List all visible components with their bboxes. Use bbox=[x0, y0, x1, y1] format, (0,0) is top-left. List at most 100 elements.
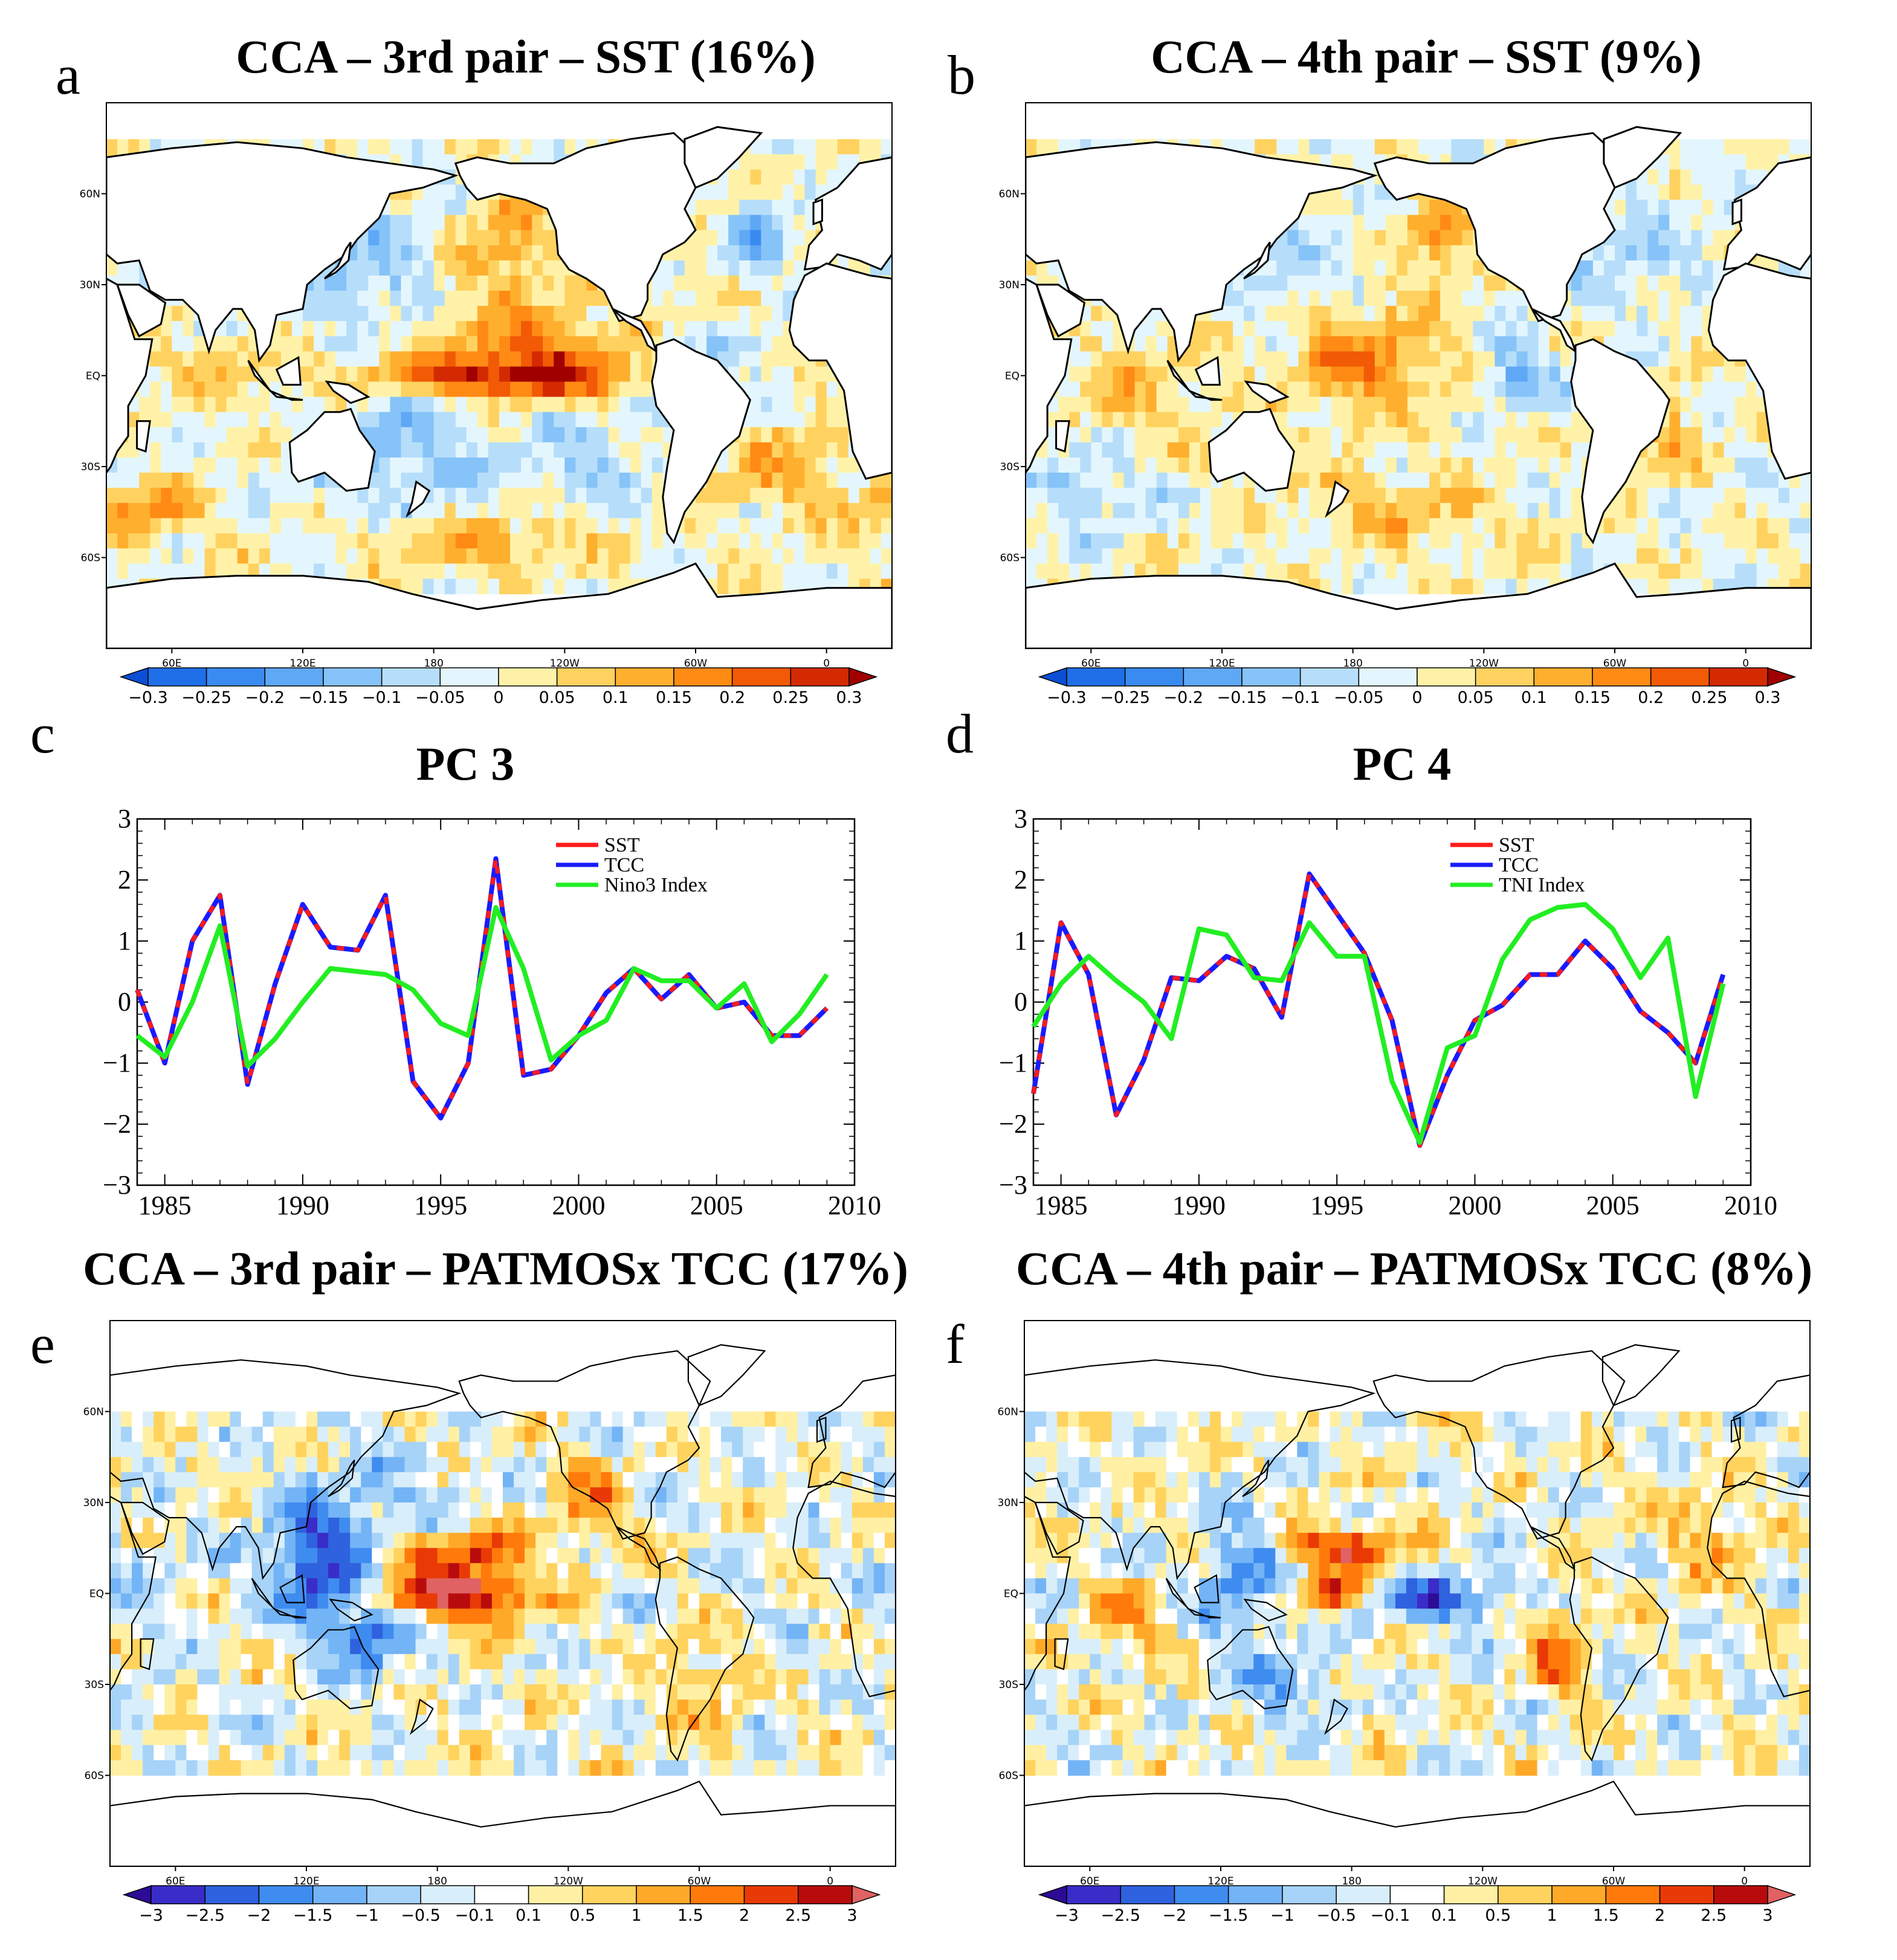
field-cell bbox=[1702, 291, 1714, 306]
field-cell bbox=[1298, 427, 1310, 443]
field-cell bbox=[455, 184, 467, 201]
field-cell bbox=[161, 366, 172, 383]
field-cell bbox=[1473, 336, 1484, 352]
field-cell bbox=[1538, 488, 1550, 503]
field-cell bbox=[1527, 488, 1539, 503]
field-cell bbox=[390, 427, 402, 443]
field-cell bbox=[433, 336, 445, 352]
colorbar-swatch bbox=[1124, 667, 1184, 687]
field-cell bbox=[433, 503, 445, 519]
field-cell bbox=[1538, 412, 1550, 428]
field-cell bbox=[444, 321, 456, 337]
field-cell bbox=[1418, 291, 1430, 306]
field-cell bbox=[1134, 442, 1146, 458]
field-cell bbox=[1462, 458, 1473, 473]
field-cell bbox=[783, 488, 795, 503]
field-cell bbox=[412, 260, 424, 276]
field-cell bbox=[761, 366, 772, 383]
field-cell bbox=[1091, 351, 1102, 367]
field-cell bbox=[728, 578, 740, 595]
field-cell bbox=[1691, 563, 1703, 580]
field-cell bbox=[499, 366, 511, 383]
field-cell bbox=[1113, 351, 1125, 367]
field-cell bbox=[346, 366, 358, 383]
field-cell bbox=[1320, 260, 1332, 276]
field-cell bbox=[1342, 260, 1354, 276]
field-cell bbox=[696, 275, 707, 291]
field-cell bbox=[1210, 336, 1223, 352]
field-cell bbox=[1462, 488, 1473, 503]
field-cell bbox=[1789, 548, 1801, 564]
field-cell bbox=[1145, 381, 1157, 398]
field-cell bbox=[873, 1502, 885, 1518]
field-cell bbox=[412, 336, 424, 352]
field-cell bbox=[1342, 473, 1354, 488]
field-cell bbox=[597, 412, 609, 428]
field-cell bbox=[161, 488, 172, 503]
field-cell bbox=[754, 1441, 765, 1458]
field-cell bbox=[1669, 291, 1681, 306]
field-cell bbox=[1374, 199, 1386, 216]
field-cell bbox=[1647, 199, 1659, 216]
field-cell bbox=[361, 1426, 372, 1443]
title-c: PC 3 bbox=[416, 737, 514, 790]
field-cell bbox=[1724, 533, 1736, 549]
field-cell bbox=[619, 503, 631, 519]
field-cell bbox=[1113, 442, 1125, 458]
field-cell bbox=[1560, 396, 1572, 413]
field-cell bbox=[1451, 139, 1462, 155]
field-cell bbox=[1669, 442, 1681, 458]
field-cell bbox=[161, 321, 172, 337]
field-cell bbox=[1036, 260, 1048, 276]
field-cell bbox=[1167, 442, 1179, 458]
field-cell bbox=[164, 1487, 176, 1503]
field-cell bbox=[554, 488, 565, 503]
field-cell bbox=[379, 306, 391, 322]
field-cell bbox=[412, 215, 424, 231]
field-cell bbox=[586, 578, 598, 595]
field-cell bbox=[183, 548, 195, 564]
field-cell bbox=[197, 1487, 209, 1503]
field-cell bbox=[455, 366, 467, 383]
field-cell bbox=[612, 1441, 624, 1458]
field-cell bbox=[230, 1518, 242, 1533]
continent-outline bbox=[1707, 262, 1811, 480]
field-cell bbox=[1440, 306, 1452, 322]
field-cell bbox=[543, 321, 554, 337]
field-cell bbox=[295, 1487, 307, 1503]
field-cell bbox=[466, 533, 478, 549]
field-cell bbox=[1374, 230, 1386, 246]
field-cell bbox=[641, 412, 653, 428]
field-cell bbox=[1724, 548, 1736, 564]
field-cell bbox=[426, 1472, 438, 1488]
field-cell bbox=[1026, 260, 1037, 276]
field-cell bbox=[466, 245, 478, 261]
field-cell bbox=[619, 488, 631, 503]
field-cell bbox=[1484, 381, 1495, 398]
field-cell bbox=[619, 412, 631, 428]
field-cell bbox=[521, 351, 532, 367]
field-cell bbox=[183, 458, 195, 473]
field-cell bbox=[1713, 366, 1725, 383]
field-cell bbox=[143, 1457, 154, 1473]
field-cell bbox=[226, 321, 238, 337]
field-cell bbox=[1680, 291, 1692, 306]
field-cell bbox=[521, 458, 532, 473]
field-cell bbox=[470, 1487, 482, 1503]
field-cell bbox=[1047, 503, 1059, 519]
field-cell bbox=[455, 578, 467, 595]
field-cell bbox=[815, 412, 827, 428]
field-cell bbox=[597, 442, 609, 458]
field-cell bbox=[754, 1411, 765, 1428]
field-cell bbox=[230, 1411, 242, 1428]
field-cell bbox=[1691, 184, 1703, 201]
field-cell bbox=[186, 1502, 198, 1518]
field-cell bbox=[1516, 503, 1528, 519]
field-cell bbox=[379, 275, 391, 291]
field-cell bbox=[764, 1457, 776, 1473]
field-cell bbox=[543, 260, 554, 276]
colorbar-tick-label: −0.25 bbox=[1100, 688, 1150, 707]
field-cell bbox=[684, 275, 696, 291]
field-cell bbox=[739, 458, 751, 473]
field-cell bbox=[455, 473, 467, 488]
